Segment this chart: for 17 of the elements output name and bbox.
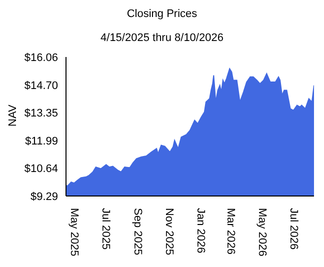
x-tick-label: Jul 2026	[287, 208, 300, 250]
x-tick-label: May 2026	[256, 208, 268, 256]
chart-title: Closing Prices	[126, 8, 198, 20]
x-tick-label: Mar 2026	[224, 208, 237, 254]
y-tick-label: $9.29	[30, 190, 58, 203]
y-tick-label: $14.70	[24, 80, 58, 92]
y-axis-title: NAV	[6, 104, 19, 126]
x-tick-label: May 2025	[68, 208, 80, 256]
y-tick-label: $13.35	[24, 108, 58, 120]
x-tick-label: Nov 2025	[162, 208, 175, 256]
y-tick-label: $16.06	[24, 52, 58, 64]
x-tick-label: Jan 2026	[194, 208, 206, 254]
chart-subtitle: 4/15/2025 thru 8/10/2026	[100, 32, 224, 44]
x-tick-label: Jul 2025	[100, 208, 112, 250]
y-tick-label: $11.99	[25, 135, 58, 148]
x-tick-label: Sep 2025	[132, 208, 144, 256]
y-tick-label: $10.64	[24, 163, 58, 176]
